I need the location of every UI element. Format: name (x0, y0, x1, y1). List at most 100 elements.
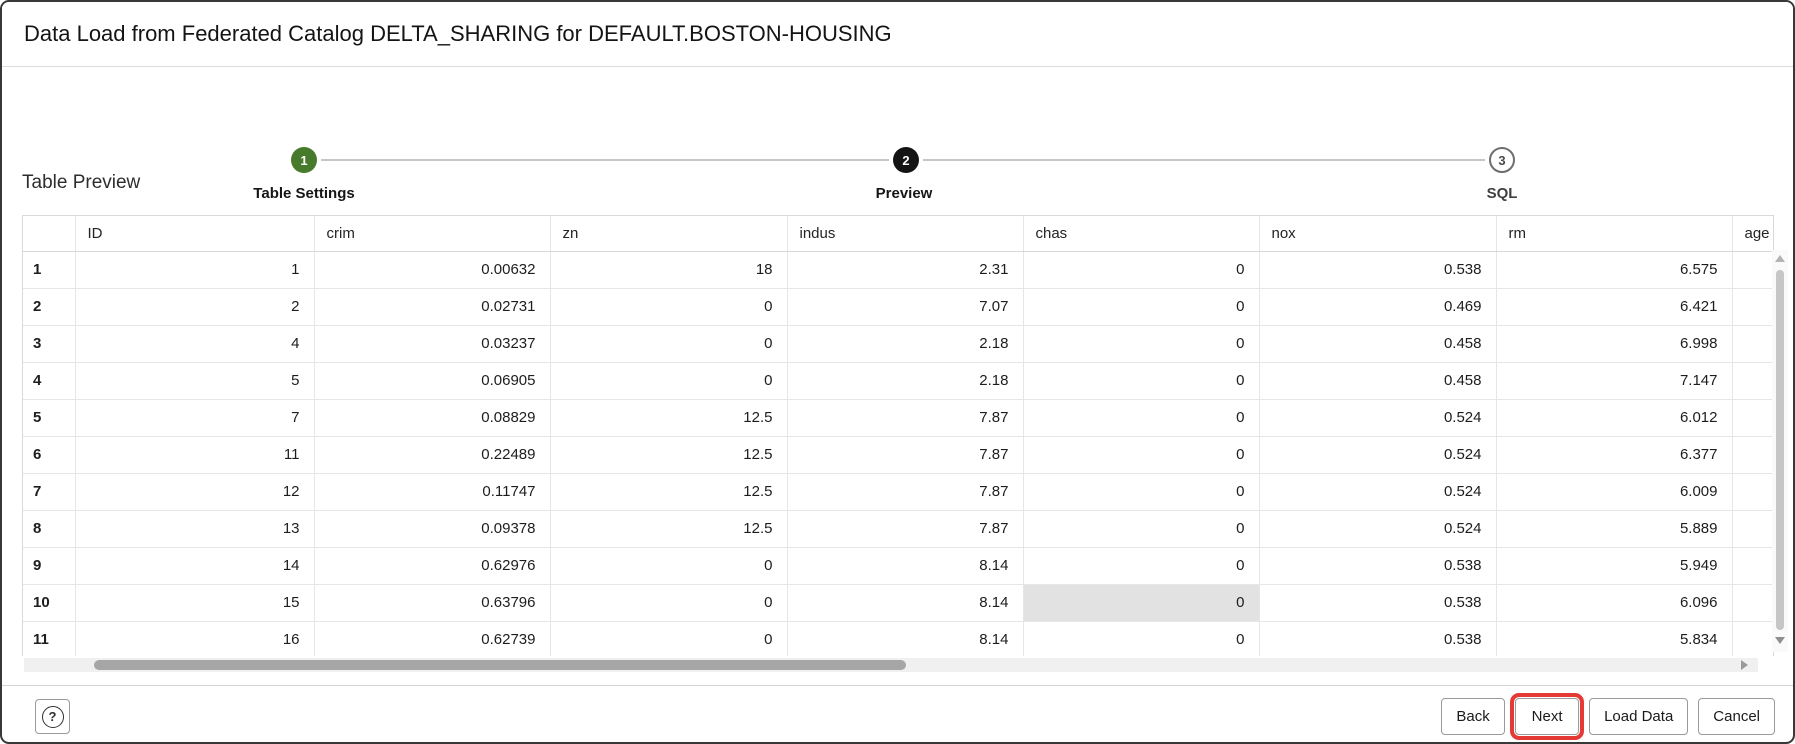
cell-chas[interactable]: 0 (1023, 436, 1260, 474)
cell-age[interactable] (1732, 399, 1773, 437)
cell-age[interactable] (1732, 473, 1773, 511)
cell-chas[interactable]: 0 (1023, 288, 1260, 326)
cell-indus[interactable]: 8.14 (787, 584, 1024, 622)
cell-age[interactable] (1732, 547, 1773, 585)
cell-chas[interactable]: 0 (1023, 621, 1260, 656)
load-data-button[interactable]: Load Data (1589, 698, 1689, 735)
cell-chas[interactable]: 0 (1023, 547, 1260, 585)
cell-indus[interactable]: 2.31 (787, 251, 1024, 289)
cell-rm[interactable]: 7.147 (1496, 362, 1733, 400)
scroll-down-icon[interactable] (1775, 637, 1785, 644)
cell-indus[interactable]: 8.14 (787, 547, 1024, 585)
cell-age[interactable] (1732, 288, 1773, 326)
cell-chas[interactable]: 0 (1023, 510, 1260, 548)
scroll-right-icon[interactable] (1741, 660, 1748, 670)
horizontal-scrollbar[interactable] (24, 658, 1758, 672)
vertical-scrollbar[interactable] (1772, 250, 1788, 652)
cell-crim[interactable]: 0.00632 (314, 251, 551, 289)
cell-zn[interactable]: 0 (550, 362, 788, 400)
cell-age[interactable] (1732, 325, 1773, 363)
cell-zn[interactable]: 12.5 (550, 473, 788, 511)
cell-zn[interactable]: 12.5 (550, 510, 788, 548)
cell-zn[interactable]: 0 (550, 621, 788, 656)
cell-age[interactable] (1732, 510, 1773, 548)
cell-crim[interactable]: 0.11747 (314, 473, 551, 511)
cell-indus[interactable]: 8.14 (787, 621, 1024, 656)
cell-nox[interactable]: 0.524 (1259, 473, 1497, 511)
cell-crim[interactable]: 0.08829 (314, 399, 551, 437)
cell-ID[interactable]: 16 (75, 621, 315, 656)
cell-crim[interactable]: 0.06905 (314, 362, 551, 400)
horizontal-scrollbar-thumb[interactable] (94, 660, 906, 670)
cell-nox[interactable]: 0.538 (1259, 251, 1497, 289)
cell-nox[interactable]: 0.538 (1259, 584, 1497, 622)
cell-indus[interactable]: 7.87 (787, 399, 1024, 437)
cell-nox[interactable]: 0.538 (1259, 547, 1497, 585)
cell-nox[interactable]: 0.524 (1259, 436, 1497, 474)
cell-indus[interactable]: 2.18 (787, 362, 1024, 400)
cell-crim[interactable]: 0.22489 (314, 436, 551, 474)
help-button[interactable]: ? (35, 699, 70, 734)
cell-crim[interactable]: 0.02731 (314, 288, 551, 326)
cell-ID[interactable]: 5 (75, 362, 315, 400)
cell-chas[interactable]: 0 (1023, 399, 1260, 437)
cell-rm[interactable]: 6.096 (1496, 584, 1733, 622)
cell-chas[interactable]: 0 (1023, 325, 1260, 363)
cell-zn[interactable]: 0 (550, 584, 788, 622)
cell-zn[interactable]: 12.5 (550, 399, 788, 437)
cell-chas[interactable]: 0 (1023, 473, 1260, 511)
cell-ID[interactable]: 14 (75, 547, 315, 585)
cell-chas[interactable]: 0 (1023, 251, 1260, 289)
cell-crim[interactable]: 0.09378 (314, 510, 551, 548)
scroll-up-icon[interactable] (1775, 255, 1785, 262)
cell-ID[interactable]: 12 (75, 473, 315, 511)
cell-ID[interactable]: 11 (75, 436, 315, 474)
cell-rm[interactable]: 6.377 (1496, 436, 1733, 474)
cell-ID[interactable]: 15 (75, 584, 315, 622)
cell-age[interactable] (1732, 362, 1773, 400)
cell-rm[interactable]: 5.949 (1496, 547, 1733, 585)
cancel-button[interactable]: Cancel (1698, 698, 1775, 735)
cell-zn[interactable]: 0 (550, 325, 788, 363)
vertical-scrollbar-thumb[interactable] (1776, 270, 1784, 630)
cell-rm[interactable]: 6.421 (1496, 288, 1733, 326)
step-1-indicator[interactable]: 1 (291, 147, 317, 173)
cell-age[interactable] (1732, 621, 1773, 656)
cell-indus[interactable]: 7.07 (787, 288, 1024, 326)
cell-nox[interactable]: 0.469 (1259, 288, 1497, 326)
cell-rm[interactable]: 5.889 (1496, 510, 1733, 548)
cell-nox[interactable]: 0.458 (1259, 325, 1497, 363)
cell-chas[interactable]: 0 (1023, 362, 1260, 400)
cell-ID[interactable]: 4 (75, 325, 315, 363)
cell-rm[interactable]: 6.575 (1496, 251, 1733, 289)
cell-age[interactable] (1732, 251, 1773, 289)
cell-rm[interactable]: 6.998 (1496, 325, 1733, 363)
cell-crim[interactable]: 0.63796 (314, 584, 551, 622)
step-2-indicator[interactable]: 2 (893, 147, 919, 173)
cell-crim[interactable]: 0.62976 (314, 547, 551, 585)
cell-age[interactable] (1732, 436, 1773, 474)
cell-ID[interactable]: 1 (75, 251, 315, 289)
cell-chas[interactable]: 0 (1023, 584, 1260, 622)
back-button[interactable]: Back (1441, 698, 1506, 735)
cell-rm[interactable]: 6.009 (1496, 473, 1733, 511)
cell-nox[interactable]: 0.458 (1259, 362, 1497, 400)
cell-crim[interactable]: 0.62739 (314, 621, 551, 656)
cell-indus[interactable]: 2.18 (787, 325, 1024, 363)
cell-zn[interactable]: 0 (550, 547, 788, 585)
cell-zn[interactable]: 0 (550, 288, 788, 326)
cell-indus[interactable]: 7.87 (787, 510, 1024, 548)
cell-ID[interactable]: 2 (75, 288, 315, 326)
cell-age[interactable] (1732, 584, 1773, 622)
cell-ID[interactable]: 7 (75, 399, 315, 437)
cell-ID[interactable]: 13 (75, 510, 315, 548)
cell-crim[interactable]: 0.03237 (314, 325, 551, 363)
step-3-indicator[interactable]: 3 (1489, 147, 1515, 173)
cell-indus[interactable]: 7.87 (787, 436, 1024, 474)
cell-zn[interactable]: 18 (550, 251, 788, 289)
cell-nox[interactable]: 0.524 (1259, 399, 1497, 437)
next-button[interactable]: Next (1510, 693, 1585, 740)
cell-zn[interactable]: 12.5 (550, 436, 788, 474)
cell-rm[interactable]: 5.834 (1496, 621, 1733, 656)
cell-nox[interactable]: 0.524 (1259, 510, 1497, 548)
